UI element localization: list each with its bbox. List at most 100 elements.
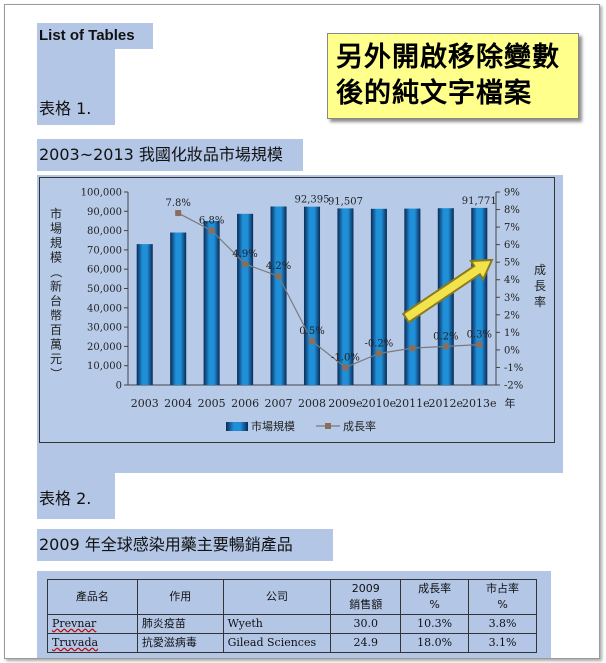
x-tick-label: 2008 [298,397,326,410]
col-header-product: 產品名 [47,579,138,615]
bar [303,206,321,385]
market-size-chart: 0 10,000 20,000 30,000 40,000 50,000 60,000 70,… [49,188,546,434]
table-2-title: 2009 年全球感染用藥主要暢銷產品 [37,529,333,561]
growth-value-label: 0.2% [433,331,458,342]
y-axis-title-right-char: 長 [534,279,546,293]
x-tick-label: 2011e [395,397,430,410]
tick-label-left: 60,000 [87,265,122,276]
table-row: Prevnar 肺炎疫苗 Wyeth 30.0 10.3% 3.8% [47,614,537,634]
cell-growth: 18.0% [400,633,470,653]
col-header-function: 作用 [136,579,224,615]
tick-label-left: 30,000 [87,323,122,334]
growth-marker [242,260,249,267]
tick-label-right: -2% [504,381,523,392]
cell-sales: 30.0 [330,614,402,634]
bar [170,232,187,385]
legend-line-marker [325,423,331,429]
table-2-label: 表格 2. [37,483,115,515]
legend-bar-label: 市場規模 [251,419,295,433]
callout-note: 另外開啟移除變數 後的純文字檔案 [327,33,579,119]
tick-label-right: 0% [504,345,520,356]
y-axis-title-left-char: 幣 [50,309,62,323]
x-tick-label: 2007 [265,397,293,410]
tick-label-left: 90,000 [87,207,122,218]
growth-marker [208,227,215,234]
tick-label-right: 9% [504,188,520,199]
cell-share: 3.8% [468,614,537,634]
growth-marker [409,345,416,352]
x-tick-label: 2003 [131,397,159,410]
document-page: List of Tables 表格 1. 2003~2013 我國化妝品市場規模… [4,4,600,659]
bar [337,208,354,385]
table-row: Truvada 抗愛滋病毒 Gilead Sciences 24.9 18.0%… [47,633,537,653]
x-tick-label: 2006 [231,397,259,410]
cell-sales: 24.9 [330,633,402,653]
growth-marker [375,350,382,357]
tick-label-left: 50,000 [87,284,122,295]
y-axis-title-left-char: 規 [50,235,62,250]
bar [471,207,488,385]
tick-label-left: 70,000 [87,245,122,256]
growth-marker [309,338,315,345]
tick-label-right: 6% [504,240,520,251]
tick-label-left: 80,000 [87,226,122,237]
growth-value-label: 7.8% [165,198,190,209]
col-header-sales: 2009 銷售額 [330,579,402,615]
bar [237,213,254,385]
bar-value-label: 91,507 [328,196,363,207]
tick-label-right: 7% [504,223,520,234]
cell-product: Prevnar [47,614,138,634]
tick-label-left: 40,000 [87,303,122,314]
table-2-container: 產品名 作用 公司 2009 銷售額 成長率 % 市占率 % Prevnar 肺… [37,571,551,658]
chart-container: 0 10,000 20,000 30,000 40,000 50,000 60,000 70,… [37,175,563,473]
cell-company: Wyeth [222,614,332,634]
cell-product: Truvada [47,633,138,653]
y-axis-title-left-char: 台 [50,293,62,308]
tick-label-right: 8% [504,205,520,216]
legend-line-label: 成長率 [343,419,376,433]
y-axis-title-left-char: （ [49,266,63,278]
tick-label-right: 2% [504,310,520,321]
growth-marker [442,343,449,350]
growth-value-label: -1.0% [331,352,360,363]
growth-value-label: 4.2% [266,261,291,272]
table-1-label: 表格 1. [37,93,115,125]
y-axis-title-left-char: 場 [50,222,62,236]
tick-label-right: 3% [504,293,520,304]
growth-value-label: 4.9% [232,249,257,260]
callout-line-1: 另外開啟移除變數 [336,42,560,73]
callout-line-2: 後的純文字檔案 [336,78,532,109]
y-axis-title-left-char: 元 [50,352,62,366]
chart-frame: 0 10,000 20,000 30,000 40,000 50,000 60,000 70,… [39,177,555,443]
growth-marker [476,341,483,348]
bar [270,206,287,385]
cell-growth: 10.3% [400,614,470,634]
y-axis-title-left-char: 新 [50,279,62,294]
tick-label-right: 4% [504,275,520,286]
growth-value-label: 6.8% [199,216,224,227]
col-header-growth: 成長率 % [400,579,470,615]
bar-value-label: 92,395 [295,195,330,206]
tick-label-left: 100,000 [81,188,122,199]
x-unit-label: 年 [505,396,516,410]
list-of-tables-heading: List of Tables [37,23,153,49]
bar-value-label: 91,771 [462,196,497,207]
growth-line [177,212,480,369]
products-table: 產品名 作用 公司 2009 銷售額 成長率 % 市占率 % Prevnar 肺… [47,579,537,653]
col-header-share: 市占率 % [468,579,537,615]
x-tick-label: 2013e [462,397,497,410]
tick-label-right: 1% [504,328,520,339]
y-axis-title-left-char: 市 [50,206,62,221]
x-tick-label: 2005 [198,397,226,410]
growth-value-label: -0.2% [365,338,394,349]
x-tick-label: 2012e [429,397,464,410]
growth-marker [275,273,282,280]
y-axis-title-right-char: 成 [534,263,546,277]
col-header-company: 公司 [222,579,332,615]
x-tick-label: 2010e [362,397,397,410]
y-axis-title-left-char: ） [49,367,63,379]
cell-company: Gilead Sciences [222,633,332,653]
tick-label-right: -1% [504,363,523,374]
tick-label-left: 10,000 [87,361,122,372]
highlight-block [37,49,115,93]
